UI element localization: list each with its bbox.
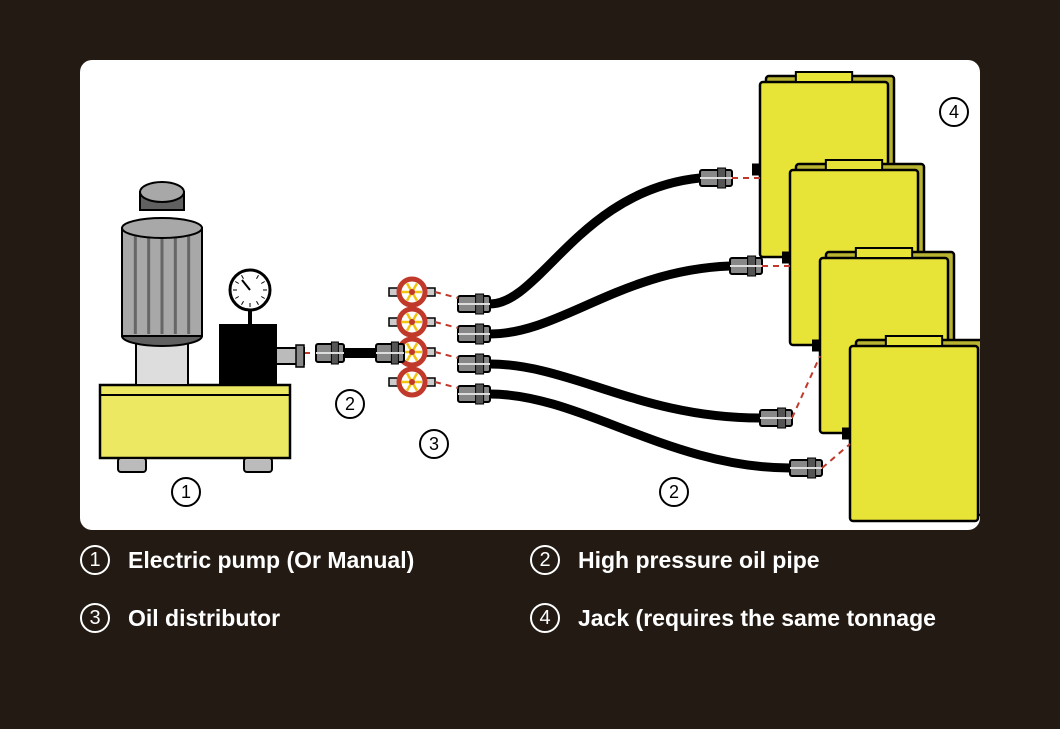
legend-item-1: 1 Electric pump (Or Manual)	[80, 545, 530, 575]
legend-text-1: Electric pump (Or Manual)	[128, 547, 414, 574]
legend-num-4: 4	[530, 603, 560, 633]
legend-num-3: 3	[80, 603, 110, 633]
legend-item-2: 2 High pressure oil pipe	[530, 545, 980, 575]
legend-text-4: Jack (requires the same tonnage	[578, 605, 936, 632]
legend-text-2: High pressure oil pipe	[578, 547, 820, 574]
svg-text:2: 2	[345, 394, 355, 414]
svg-text:1: 1	[181, 482, 191, 502]
legend-num-2: 2	[530, 545, 560, 575]
legend-item-3: 3 Oil distributor	[80, 603, 530, 633]
svg-text:2: 2	[669, 482, 679, 502]
legend: 1 Electric pump (Or Manual) 2 High press…	[80, 545, 980, 661]
legend-num-1: 1	[80, 545, 110, 575]
diagram-panel: 1 2 3 4 2	[80, 60, 980, 530]
svg-text:3: 3	[429, 434, 439, 454]
svg-text:4: 4	[949, 102, 959, 122]
hydraulic-diagram: 1 2 3 4 2	[80, 60, 980, 530]
legend-text-3: Oil distributor	[128, 605, 280, 632]
legend-item-4: 4 Jack (requires the same tonnage	[530, 603, 980, 633]
